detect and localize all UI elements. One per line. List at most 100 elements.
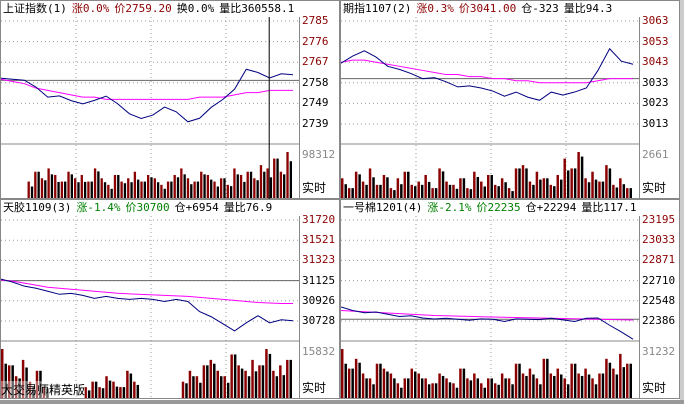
volume-bar: [594, 179, 598, 198]
volume-bar: [103, 182, 107, 198]
volume-bar: [626, 363, 629, 398]
volume-bar: [243, 181, 246, 198]
volume-bar: [535, 378, 539, 398]
volume-bar: [455, 188, 459, 198]
price-axis: 23195 23033 22871 22710 22548 22386 31232 实时: [639, 214, 681, 398]
volume-bar: [153, 178, 156, 198]
volume-bar: [163, 188, 166, 198]
volume-bar: [206, 175, 210, 198]
volume-bar: [127, 178, 130, 198]
axis-tick-label: 2749: [302, 96, 329, 110]
volume-bar: [254, 371, 258, 398]
volume-bar: [396, 178, 400, 198]
volume-bar: [490, 378, 493, 398]
volume-bar: [549, 373, 553, 398]
volume-bar: [60, 181, 64, 198]
volume-bar: [1, 349, 4, 398]
extra-stat: 仓+22294: [525, 201, 577, 214]
axis-tick-label: 30728: [302, 314, 336, 327]
volume-bar: [130, 182, 133, 198]
average-price-line: [1, 78, 293, 100]
volume-bar: [11, 365, 14, 398]
volume-bar: [351, 368, 354, 398]
axis-tick-label: 31125: [302, 273, 336, 287]
volume-bar: [282, 375, 286, 398]
volume-bar: [229, 186, 233, 198]
volume-bar: [181, 381, 185, 398]
chart-canvas[interactable]: [341, 216, 639, 400]
volume-bar: [417, 373, 420, 398]
volume-ratio: 量比76.9: [223, 201, 273, 214]
volume-bar: [459, 368, 462, 398]
volume-bar: [286, 152, 289, 198]
volume-bar: [239, 175, 243, 198]
volume-bar: [386, 371, 389, 398]
chart-canvas[interactable]: [341, 17, 639, 200]
volume-bar: [341, 178, 344, 198]
chart-panel-3[interactable]: 天胶1109(3) 涨-1.4% 价30700 仓+6954 量比76.9 31720 3…: [0, 199, 340, 400]
volume-bar: [480, 383, 483, 398]
volume-bar: [213, 181, 216, 198]
volume-bar: [573, 168, 577, 198]
volume-bar: [279, 365, 282, 398]
volume-bar: [407, 171, 410, 198]
volume-bar: [379, 363, 382, 398]
volume-bar: [77, 182, 80, 198]
panel-header: 上证指数(1) 涨0.0% 价2759.20 换0.0% 量比360558.1: [1, 1, 299, 17]
volume-bar: [57, 181, 60, 198]
chart-panel-1[interactable]: 上证指数(1) 涨0.0% 价2759.20 换0.0% 量比360558.1 2785…: [0, 0, 340, 200]
volume-bar: [514, 168, 518, 198]
volume-max-label: 31232: [642, 345, 676, 358]
chart-panel-4[interactable]: 一号棉1201(4) 涨-2.1% 价22235 仓+22294 量比117.1 231…: [340, 199, 681, 400]
volume-bar: [34, 171, 37, 198]
volume-bar: [584, 368, 587, 398]
volume-bar: [220, 178, 223, 198]
volume-bar: [598, 373, 601, 398]
chart-panel-2[interactable]: 期指1107(2) 涨0.3% 价3041.00 仓-323 量比94.3 3063 30…: [340, 0, 680, 200]
realtime-label: 实时: [302, 181, 327, 195]
vertical-scrollbar[interactable]: [680, 0, 684, 404]
volume-bar: [344, 184, 347, 198]
volume-bar: [365, 184, 368, 198]
volume-bar: [466, 378, 469, 398]
volume-bar: [434, 383, 438, 398]
volume-bar: [156, 182, 160, 198]
volume-bar: [504, 182, 507, 198]
volume-bar: [200, 171, 203, 198]
volume-bar: [431, 188, 434, 198]
volume-bar: [525, 375, 528, 398]
volume-bar: [361, 181, 365, 198]
chart-canvas[interactable]: [1, 17, 299, 200]
volume-bar: [476, 378, 480, 398]
volume-bar: [195, 376, 199, 398]
volume-bar: [615, 187, 619, 198]
volume-bar: [507, 188, 511, 198]
volume-bar: [539, 384, 542, 398]
volume-bar: [90, 181, 93, 198]
volume-bar: [150, 177, 153, 198]
volume-bar: [372, 384, 375, 398]
volume-bar: [210, 179, 213, 198]
volume-bar: [396, 383, 400, 398]
volume-bar: [546, 358, 549, 398]
axis-tick-label: 22871: [642, 253, 676, 267]
volume-bar: [50, 174, 54, 198]
volume-bar: [389, 188, 393, 198]
volume-bar: [272, 370, 275, 398]
volume-bar: [420, 184, 424, 198]
axis-tick-label: 2739: [302, 117, 329, 130]
last-price: 价22235: [476, 201, 521, 214]
volume-bar: [566, 384, 570, 398]
volume-bar: [504, 378, 507, 398]
volume-bar: [122, 387, 126, 398]
volume-bar: [261, 365, 265, 398]
volume-bar: [573, 363, 577, 398]
volume-bar: [276, 158, 279, 198]
volume-bar: [542, 358, 546, 398]
chart-canvas[interactable]: [1, 216, 299, 400]
volume-bar: [203, 174, 206, 198]
volume-ratio: 量比360558.1: [219, 2, 295, 15]
volume-bar: [93, 168, 97, 198]
volume-bar: [469, 380, 473, 398]
volume-bar: [507, 378, 511, 398]
